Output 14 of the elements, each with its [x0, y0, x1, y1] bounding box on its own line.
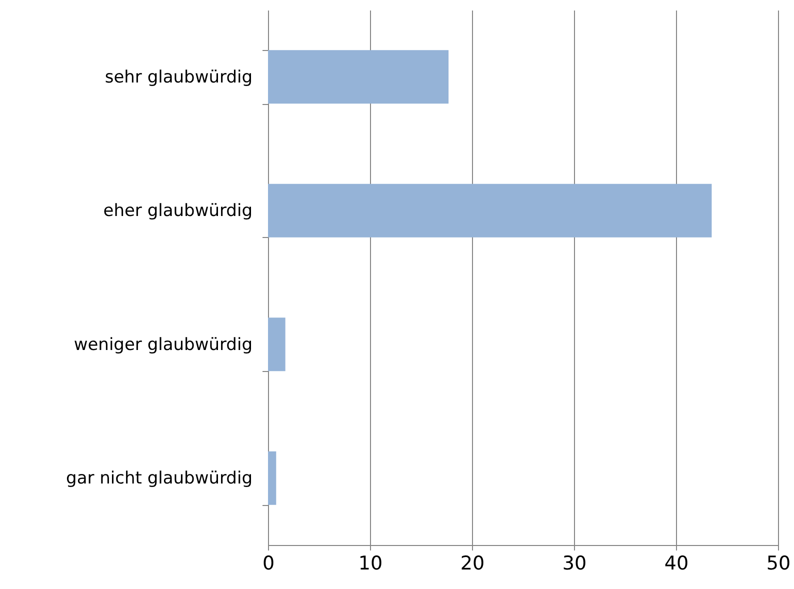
x-tick-label: 0	[262, 552, 275, 574]
y-tick-label: eher glaubwürdig	[103, 201, 252, 222]
y-tick-label: weniger glaubwürdig	[74, 334, 252, 355]
y-tick-label: gar nicht glaubwürdig	[66, 468, 252, 489]
x-tick-label: 10	[358, 552, 383, 574]
y-tick-label: sehr glaubwürdig	[104, 67, 252, 88]
bar	[268, 318, 286, 372]
x-tick-label: 40	[664, 552, 689, 574]
bar	[268, 50, 449, 104]
x-tick-label: 30	[562, 552, 587, 574]
x-tick-label: 20	[460, 552, 485, 574]
bar	[268, 184, 712, 238]
bar	[268, 451, 276, 505]
x-tick-label: 50	[766, 552, 791, 574]
